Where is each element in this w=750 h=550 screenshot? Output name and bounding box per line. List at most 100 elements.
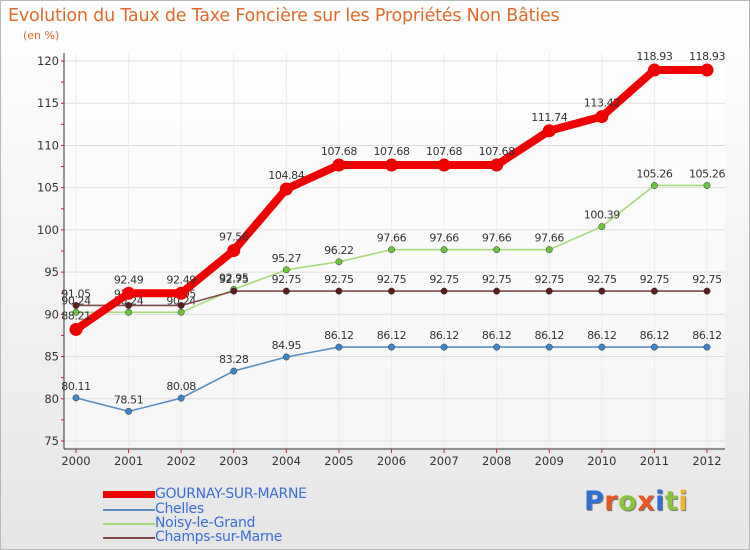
series-champs-sur-marne-point: [493, 287, 501, 295]
legend-label-chelles: Chelles: [155, 501, 204, 517]
data-label: 105.26: [689, 167, 725, 180]
series-noisy-le-grand-point: [335, 258, 343, 266]
series-gournay-sur-marne-point: [647, 63, 661, 77]
data-label: 92.49: [166, 273, 196, 286]
data-label: 92.75: [429, 273, 459, 286]
chart-subtitle: (en %): [23, 29, 60, 42]
legend-item-noisy: Noisy-le-Grand: [103, 515, 363, 531]
series-gournay-sur-marne-point: [122, 286, 136, 300]
data-label: 96.22: [324, 244, 354, 257]
data-label: 91.05: [61, 287, 91, 300]
series-noisy-le-grand-point: [493, 246, 501, 254]
data-label: 92.75: [219, 273, 249, 286]
series-champs-sur-marne-point: [72, 302, 80, 309]
series-gournay-sur-marne-point: [700, 63, 714, 77]
legend-swatch-gournay: [103, 491, 155, 498]
data-label: 90.24: [61, 294, 91, 307]
series-noisy-le-grand-point: [72, 308, 80, 316]
data-label: 92.75: [324, 273, 354, 286]
series-noisy-le-grand-point: [177, 308, 185, 316]
y-tick-label: 90: [44, 307, 59, 321]
series-noisy-le-grand-point: [545, 246, 553, 254]
y-tick-label: 105: [37, 181, 59, 195]
series-chelles: 80.11 78.51 80.08 83.28 84.95 86.12 86.12 86.12…: [61, 329, 722, 415]
data-label: 100.39: [584, 209, 620, 222]
legend-swatch-chelles: [103, 509, 155, 511]
series-chelles-point: [440, 343, 448, 351]
series-chelles-point: [388, 343, 395, 351]
y-tick-label: 110: [37, 138, 59, 152]
legend-swatch-noisy: [103, 523, 155, 525]
series-chelles-point: [650, 343, 658, 351]
data-label: 92.75: [587, 273, 617, 286]
data-label: 92.75: [272, 273, 302, 286]
series-chelles-point: [125, 407, 133, 415]
series-gournay-sur-marne-point: [332, 158, 346, 172]
data-label: 86.12: [324, 329, 354, 342]
series-chelles-point: [703, 343, 711, 351]
legend-item-chelles: Chelles: [103, 501, 363, 517]
data-label: 105.26: [636, 167, 672, 180]
series-gournay-sur-marne-point: [279, 182, 293, 196]
data-label: 83.28: [219, 353, 249, 366]
legend-swatch-champs: [103, 537, 155, 539]
series-chelles-point: [177, 394, 185, 402]
series-chelles-point: [598, 343, 606, 351]
series-noisy-le-grand-point: [125, 308, 133, 316]
data-label: 107.68: [373, 145, 409, 158]
series-champs-sur-marne-point: [335, 287, 343, 295]
x-tick-label: 2002: [167, 454, 196, 468]
series-champs-sur-marne-point: [282, 287, 290, 295]
y-tick-label: 100: [37, 223, 59, 237]
x-tick-label: 2001: [114, 454, 143, 468]
data-label: 80.08: [166, 380, 196, 393]
series-chelles-point: [335, 343, 343, 351]
series-chelles-point: [493, 343, 501, 351]
chart-title: Evolution du Taux de Taxe Foncière sur l…: [8, 6, 560, 26]
data-label: 107.68: [479, 145, 515, 158]
series-noisy-le-grand-point: [388, 246, 395, 254]
x-tick-label: 2006: [377, 454, 406, 468]
data-label: 97.66: [535, 232, 565, 245]
data-label: 86.12: [692, 329, 722, 342]
series-champs-sur-marne: 91.0591.0591.0592.7592.7592.7592.7592.75…: [61, 273, 723, 309]
legend-item-gournay: GOURNAY-SUR-MARNE: [103, 486, 363, 502]
x-tick-label: 2009: [535, 454, 564, 468]
series-champs-sur-marne-point: [177, 302, 185, 309]
data-label: 111.74: [531, 111, 567, 124]
y-tick-label: 95: [44, 265, 59, 279]
data-label: 113.42: [584, 97, 620, 110]
series-gournay-sur-marne-point: [69, 322, 83, 336]
series-gournay-sur-marne-point: [595, 110, 609, 124]
series-noisy-le-grand-point: [282, 266, 290, 274]
series-gournay-sur-marne-point: [385, 158, 398, 172]
proxiti-logo: Proxiti: [584, 486, 689, 517]
y-tick-label: 75: [44, 434, 59, 448]
data-label: 86.12: [535, 329, 565, 342]
data-label: 80.11: [61, 380, 91, 393]
series-chelles-point: [72, 394, 80, 402]
x-tick-label: 2008: [482, 454, 511, 468]
data-label: 104.84: [268, 169, 304, 182]
data-label: 86.12: [429, 329, 459, 342]
series-noisy-le-grand-point: [598, 223, 606, 231]
series-champs-sur-marne-point: [388, 287, 395, 295]
series-chelles-point: [282, 353, 290, 361]
legend-label-gournay: GOURNAY-SUR-MARNE: [155, 486, 307, 502]
series-gournay-sur-marne: 88.21 92.49 92.49 97.56 104.84 107.68 107.68 10…: [61, 50, 726, 336]
x-tick-label: 2003: [219, 454, 248, 468]
series-gournay-sur-marne-point: [542, 124, 556, 138]
data-label: 86.12: [640, 329, 670, 342]
x-tick-label: 2000: [61, 454, 90, 468]
x-tick-label: 2011: [640, 454, 669, 468]
x-tick-label: 2005: [324, 454, 353, 468]
series-gournay-sur-marne-point: [174, 286, 188, 300]
data-label: 97.56: [219, 230, 249, 243]
y-tick-label: 120: [37, 54, 59, 68]
series-noisy-le-grand-point: [440, 246, 448, 254]
series-gournay-sur-marne-point: [490, 158, 504, 172]
series-champs-sur-marne-point: [650, 287, 658, 295]
y-tick-label: 85: [44, 350, 59, 364]
